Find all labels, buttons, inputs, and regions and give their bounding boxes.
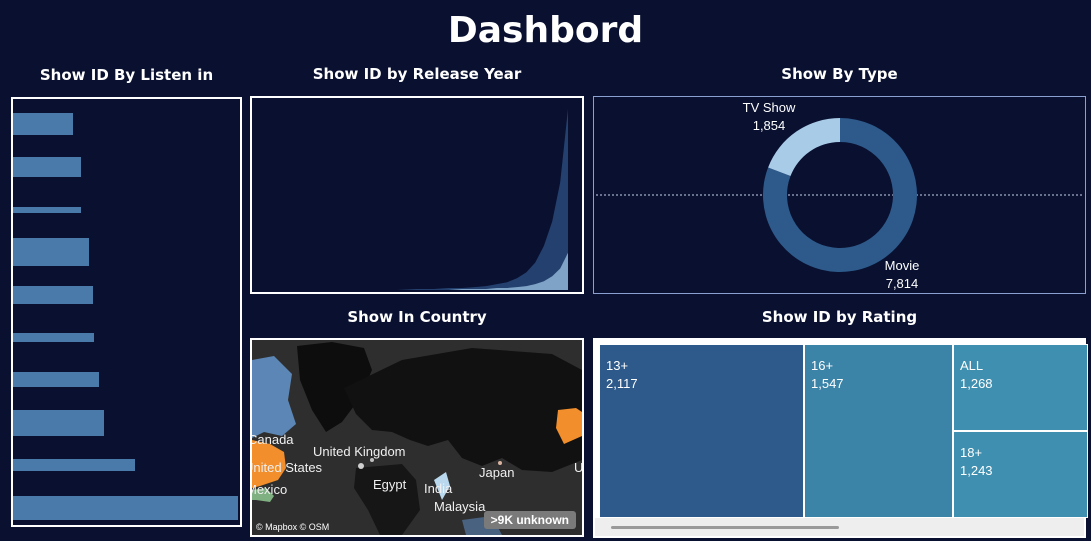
rating-treemap[interactable]: 13+ 2,117 16+ 1,547 ALL 1,268 18+ 1,243 — [593, 338, 1088, 538]
map-label-canada: Canada — [250, 432, 294, 447]
rating-title: Show ID by Rating — [761, 308, 918, 326]
rating-tile-all-label: ALL — [960, 358, 984, 373]
usa-shape — [252, 440, 286, 488]
europe-marker — [370, 458, 374, 462]
release-area-series-1[interactable] — [307, 252, 568, 290]
rating-tile-13[interactable]: 13+ 2,117 — [599, 344, 804, 518]
listen-bar[interactable] — [13, 459, 136, 472]
map-label-mexico: Mexico — [250, 482, 288, 497]
africa-shape — [354, 464, 420, 535]
world-map — [252, 340, 582, 535]
movie-label: Movie 7,814 — [872, 257, 932, 293]
canada-shape — [252, 356, 296, 438]
unknown-badge[interactable]: >9K unknown — [483, 511, 576, 529]
release-year-title: Show ID by Release Year — [312, 65, 522, 83]
map-label-u: U — [574, 460, 584, 475]
rating-tile-18-value: 1,243 — [960, 463, 993, 478]
donut-slice-movie[interactable] — [763, 118, 917, 272]
map-label-egypt: Egypt — [373, 477, 407, 492]
japan-marker — [498, 461, 502, 465]
listen-in-chart[interactable] — [11, 97, 242, 527]
rating-tile-13-label: 13+ — [606, 358, 629, 373]
listen-in-title: Show ID By Listen in — [39, 66, 214, 84]
map-label-japan: Japan — [479, 465, 515, 480]
release-area-series-0[interactable] — [307, 108, 568, 291]
rating-tile-18[interactable]: 18+ 1,243 — [953, 431, 1088, 518]
country-title: Show In Country — [347, 308, 487, 326]
scrollbar-thumb[interactable] — [611, 526, 839, 529]
map-label-india: India — [424, 481, 453, 496]
map-label-uk: United Kingdom — [313, 444, 406, 459]
rating-tile-13-text: 13+ 2,117 — [606, 357, 638, 393]
by-type-title: Show By Type — [781, 65, 898, 83]
tv-show-value: 1,854 — [752, 118, 786, 133]
rating-tile-16[interactable]: 16+ 1,547 — [804, 344, 953, 518]
rating-tile-all-value: 1,268 — [960, 376, 993, 391]
listen-bar[interactable] — [13, 409, 105, 436]
rating-tile-13-value: 2,117 — [606, 376, 638, 391]
eurasia-shape — [344, 348, 582, 472]
rating-tile-16-value: 1,547 — [811, 376, 844, 391]
dashboard-title: Dashbord — [447, 10, 644, 51]
listen-bar[interactable] — [13, 332, 95, 342]
uk-marker — [358, 463, 364, 469]
tv-show-name: TV Show — [742, 100, 796, 115]
tv-show-label: TV Show 1,854 — [734, 99, 804, 135]
map-label-usa: United States — [250, 460, 323, 475]
release-year-plot — [307, 108, 568, 291]
mexico-shape — [252, 488, 274, 502]
rating-tile-all[interactable]: ALL 1,268 — [953, 344, 1088, 431]
map-attribution[interactable]: © Mapbox © OSM — [256, 522, 330, 532]
far-east-shape — [556, 408, 582, 444]
donut-slice-tv-show[interactable] — [768, 118, 840, 177]
type-donut-chart[interactable]: TV Show 1,854 Movie 7,814 — [593, 96, 1086, 294]
listen-bar[interactable] — [13, 113, 73, 136]
listen-bar[interactable] — [13, 156, 81, 177]
greenland-shape — [297, 342, 372, 432]
rating-tile-all-text: ALL 1,268 — [960, 357, 993, 393]
release-year-chart[interactable] — [250, 96, 584, 294]
rating-tile-16-text: 16+ 1,547 — [811, 357, 844, 393]
listen-bar[interactable] — [13, 495, 238, 520]
type-donut-plot — [596, 118, 1084, 272]
rating-tile-16-label: 16+ — [811, 358, 834, 373]
rating-tile-18-label: 18+ — [960, 445, 983, 460]
map-label-malaysia: Malaysia — [434, 499, 486, 514]
movie-value: 7,814 — [885, 276, 919, 291]
listen-bar[interactable] — [13, 372, 100, 388]
movie-name: Movie — [884, 258, 920, 273]
listen-bar[interactable] — [13, 206, 81, 213]
rating-tile-18-text: 18+ 1,243 — [960, 444, 993, 480]
india-shape — [434, 472, 450, 500]
listen-bar[interactable] — [13, 238, 89, 267]
listen-bar[interactable] — [13, 285, 94, 304]
country-map[interactable]: Canada United States Mexico United Kingd… — [250, 338, 584, 537]
horizontal-scrollbar[interactable] — [595, 518, 1084, 536]
